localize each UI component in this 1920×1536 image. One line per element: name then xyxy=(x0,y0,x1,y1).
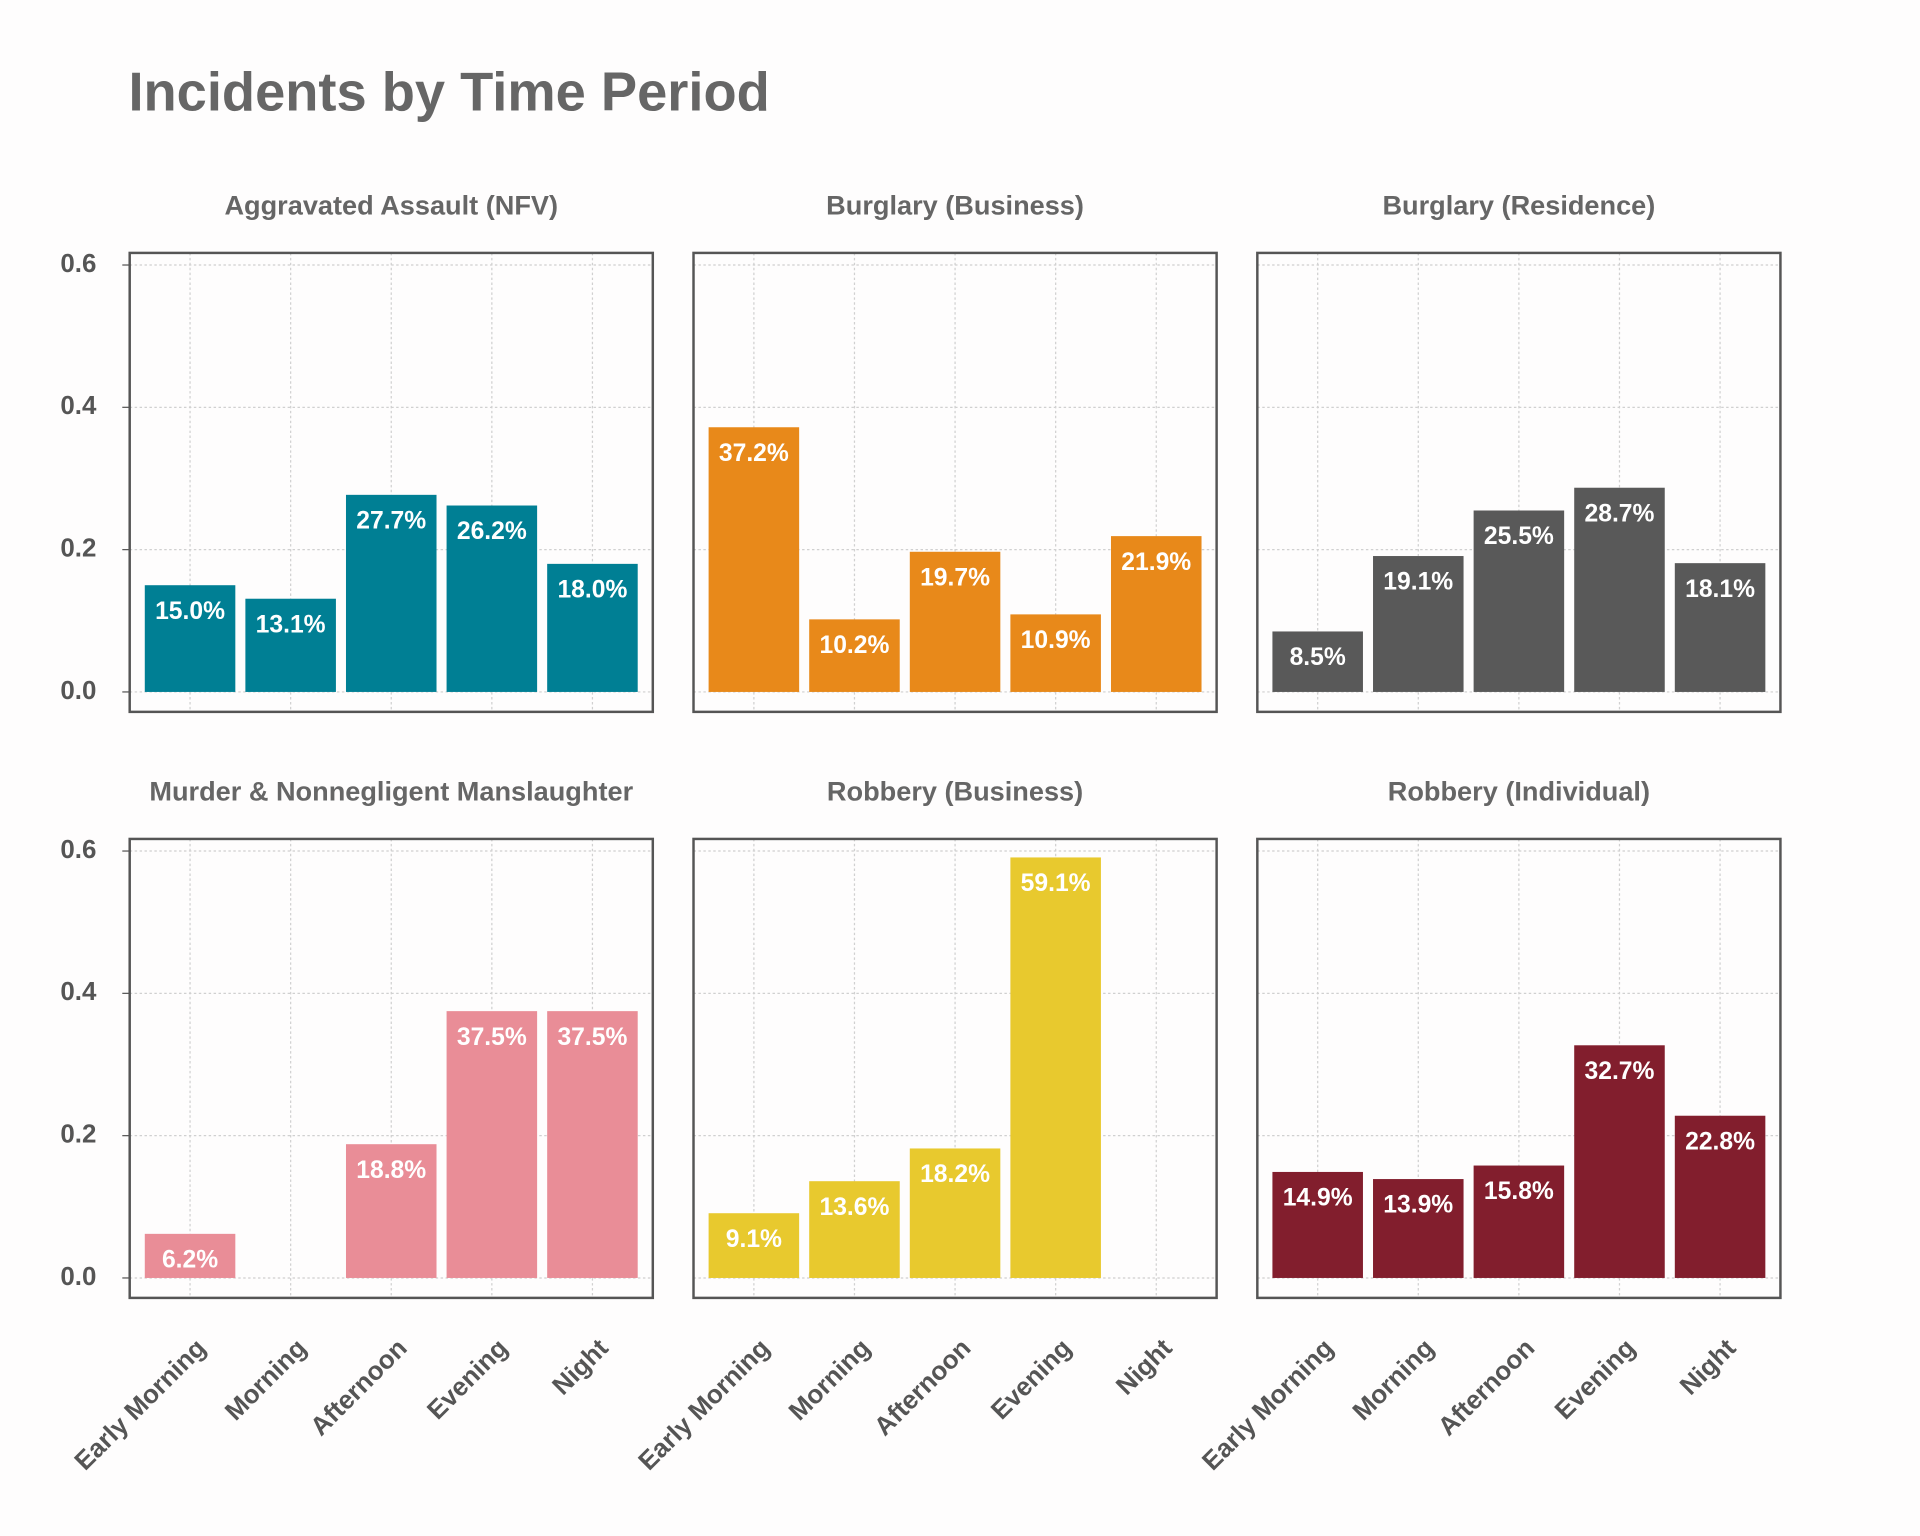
bar xyxy=(345,494,437,692)
plot-frame xyxy=(1256,837,1782,1300)
bar xyxy=(708,427,800,692)
bar xyxy=(144,1233,236,1278)
bar xyxy=(345,1144,437,1278)
value-label: 9.1% xyxy=(726,1226,782,1253)
bar xyxy=(1110,536,1202,692)
value-label: 32.7% xyxy=(1585,1058,1655,1085)
value-label: 13.1% xyxy=(256,611,326,638)
value-label: 15.8% xyxy=(1484,1178,1554,1205)
value-label: 25.5% xyxy=(1484,523,1554,550)
y-tick-label: 0.0 xyxy=(60,677,96,705)
bar xyxy=(1674,563,1766,692)
value-label: 10.2% xyxy=(820,632,890,659)
bar xyxy=(1272,1171,1363,1278)
bar xyxy=(809,619,900,692)
value-label: 19.7% xyxy=(920,564,990,591)
y-tick-label: 0.4 xyxy=(60,978,97,1006)
value-label: 18.8% xyxy=(356,1157,426,1184)
y-tick-label: 0.4 xyxy=(60,392,97,420)
value-label: 15.0% xyxy=(155,598,225,625)
y-tick-label: 0.6 xyxy=(60,836,96,864)
bar xyxy=(1473,510,1565,692)
value-label: 59.1% xyxy=(1021,870,1091,897)
bar xyxy=(1373,1179,1464,1278)
value-label: 18.2% xyxy=(920,1161,990,1188)
value-label: 26.2% xyxy=(457,518,527,545)
bar xyxy=(708,1213,800,1278)
bar xyxy=(446,1011,538,1278)
value-label: 19.1% xyxy=(1383,569,1453,596)
subplot-title: Burglary (Business) xyxy=(826,189,1084,220)
value-label: 27.7% xyxy=(356,508,426,535)
bar xyxy=(1473,1165,1565,1278)
subplot-title: Robbery (Individual) xyxy=(1388,775,1650,806)
value-label: 37.2% xyxy=(719,440,789,467)
value-label: 21.9% xyxy=(1121,549,1191,576)
y-tick-label: 0.2 xyxy=(60,534,96,562)
bar xyxy=(1010,857,1101,1278)
bar xyxy=(909,1148,1001,1278)
plot-frame xyxy=(692,251,1218,714)
bar xyxy=(1010,614,1101,692)
y-tick-label: 0.2 xyxy=(60,1120,96,1148)
bar xyxy=(446,505,538,692)
bar xyxy=(1574,1045,1665,1278)
subplot-title: Burglary (Residence) xyxy=(1382,189,1655,220)
plot-frame xyxy=(128,837,655,1300)
subplot-title: Robbery (Business) xyxy=(827,775,1083,806)
value-label: 18.0% xyxy=(557,577,627,604)
bar xyxy=(1272,631,1363,692)
value-label: 8.5% xyxy=(1290,644,1346,671)
bar xyxy=(1574,487,1665,692)
plot-frame xyxy=(1256,251,1782,714)
bar xyxy=(547,563,638,692)
figure-title: Incidents by Time Period xyxy=(128,62,769,123)
bar xyxy=(245,598,336,692)
value-label: 14.9% xyxy=(1283,1185,1353,1212)
plot-frame xyxy=(692,837,1218,1300)
value-label: 28.7% xyxy=(1585,500,1655,527)
bar xyxy=(144,585,236,692)
subplot-title: Murder & Nonnegligent Manslaughter xyxy=(149,775,633,806)
value-label: 37.5% xyxy=(557,1024,627,1051)
bar xyxy=(809,1181,900,1278)
value-label: 13.6% xyxy=(820,1194,890,1221)
y-tick-label: 0.0 xyxy=(60,1263,96,1291)
value-label: 18.1% xyxy=(1685,576,1755,603)
plot-frame xyxy=(128,251,655,714)
bar xyxy=(1674,1115,1766,1278)
y-tick-label: 0.6 xyxy=(60,250,96,278)
value-label: 6.2% xyxy=(162,1247,218,1274)
value-label: 10.9% xyxy=(1021,627,1091,654)
subplot-title: Aggravated Assault (NFV) xyxy=(224,189,558,220)
value-label: 13.9% xyxy=(1383,1192,1453,1219)
value-label: 37.5% xyxy=(457,1024,527,1051)
bar xyxy=(909,551,1001,692)
value-label: 22.8% xyxy=(1685,1128,1755,1155)
bar xyxy=(1373,556,1464,692)
bar xyxy=(547,1011,638,1278)
